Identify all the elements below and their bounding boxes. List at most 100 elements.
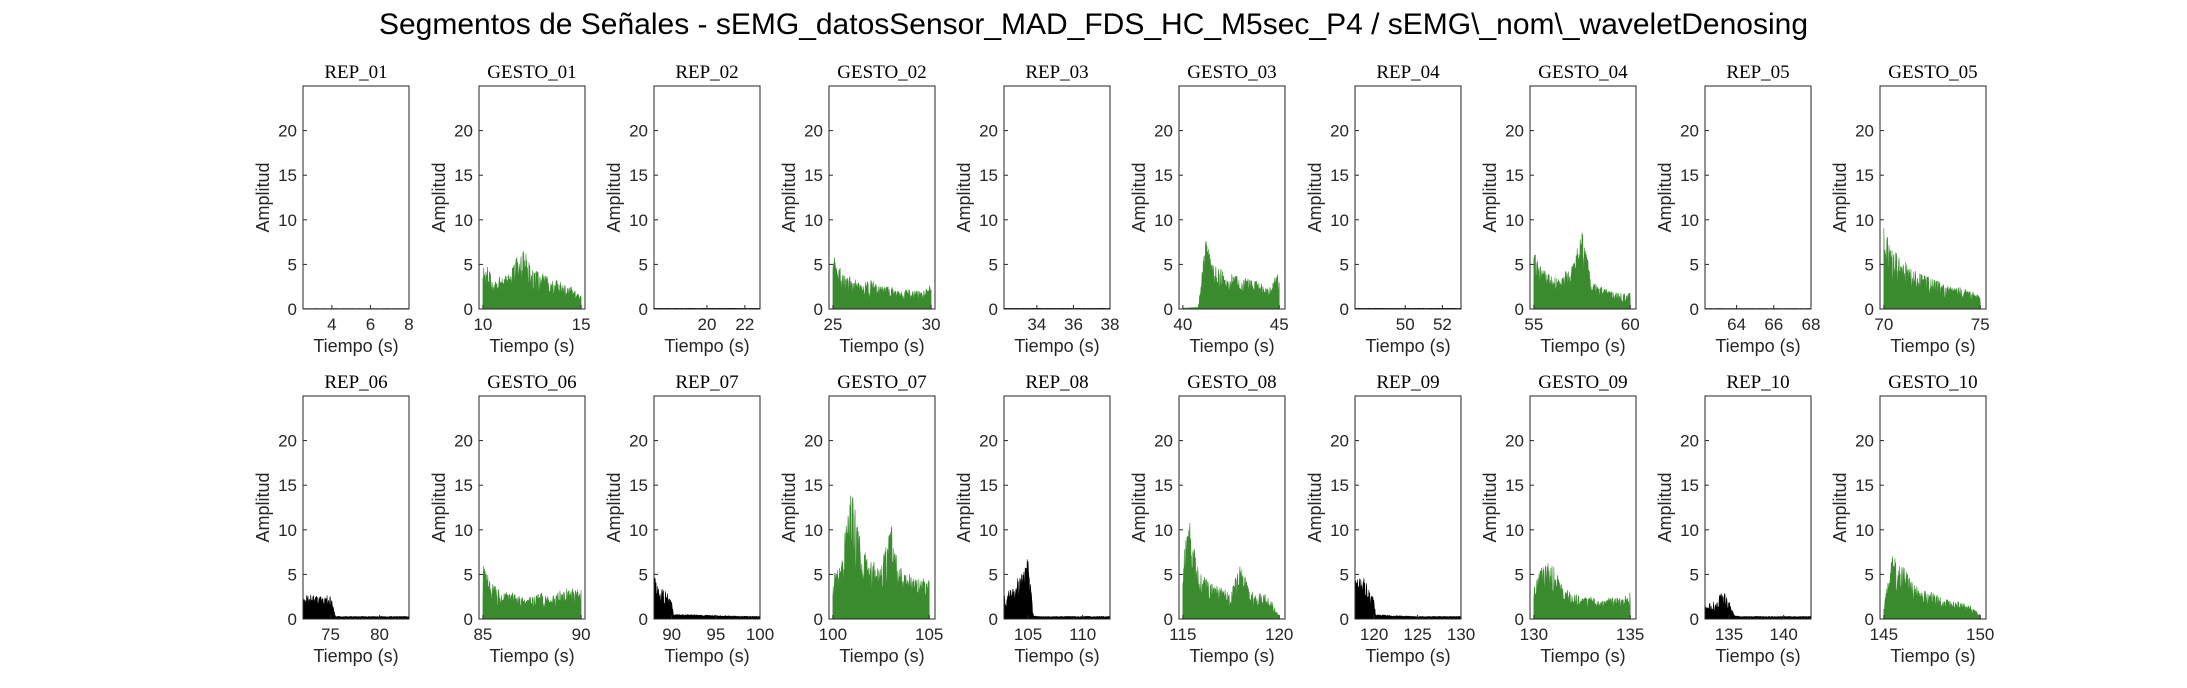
x-tick-label: 64	[1727, 315, 1746, 334]
y-tick-label: 0	[1340, 610, 1349, 629]
y-axis-label: Amplitud	[954, 472, 974, 542]
y-tick-label: 20	[629, 122, 648, 141]
x-tick-label: 36	[1064, 315, 1083, 334]
y-tick-label: 15	[804, 476, 823, 495]
y-axis-label: Amplitud	[429, 162, 449, 232]
x-axis-label: Tiempo (s)	[1890, 336, 1975, 356]
x-tick-label: 120	[1360, 625, 1388, 644]
subplot-title: GESTO_01	[487, 62, 576, 83]
signal-trace-rep-08	[1003, 559, 1111, 620]
y-axis-label: Amplitud	[1830, 162, 1850, 232]
y-tick-label: 10	[1505, 211, 1524, 230]
axes-box	[302, 395, 410, 620]
subplot-gesto-06: 0 5 10 15 20 85 90 GESTO_06 Tiempo (s) Amplitud	[429, 372, 591, 666]
y-tick-label: 20	[454, 432, 473, 451]
x-tick-label: 50	[1396, 315, 1415, 334]
x-axis-label: Tiempo (s)	[1540, 646, 1625, 666]
y-tick-label: 10	[1680, 211, 1699, 230]
x-tick-label: 34	[1027, 315, 1046, 334]
x-tick-label: 150	[1966, 625, 1994, 644]
y-tick-label: 10	[1855, 211, 1874, 230]
x-axis-label: Tiempo (s)	[839, 336, 924, 356]
subplot-title: GESTO_09	[1538, 372, 1627, 393]
subplot-gesto-09: 0 5 10 15 20 130 135 GESTO_09 Tiempo (s) Amplitud	[1480, 372, 1644, 666]
y-tick-label: 10	[454, 211, 473, 230]
y-tick-label: 10	[1680, 521, 1699, 540]
y-tick-label: 15	[1505, 476, 1524, 495]
subplot-gesto-05: 0 5 10 15 20 70 75 GESTO_05 Tiempo (s) Amplitud	[1830, 62, 1990, 356]
y-tick-label: 20	[1680, 432, 1699, 451]
x-tick-label: 145	[1870, 625, 1898, 644]
y-tick-label: 15	[454, 476, 473, 495]
y-tick-label: 20	[1855, 122, 1874, 141]
y-axis-label: Amplitud	[1830, 472, 1850, 542]
y-axis-label: Amplitud	[604, 162, 624, 232]
subplot-gesto-10: 0 5 10 15 20 145 150 GESTO_10 Tiempo (s) Amplitud	[1830, 372, 1994, 666]
axes-box	[1704, 85, 1812, 310]
subplot-rep-09: 0 5 10 15 20 120 125 130 REP_09 Tiempo (s) Amplitu…	[1305, 372, 1475, 666]
x-tick-label: 40	[1173, 315, 1192, 334]
y-axis-label: Amplitud	[1129, 472, 1149, 542]
x-tick-label: 75	[1971, 315, 1990, 334]
y-tick-label: 0	[1515, 610, 1524, 629]
y-tick-label: 5	[1515, 255, 1524, 274]
y-tick-label: 5	[288, 565, 297, 584]
subplot-rep-08: 0 5 10 15 20 105 110 REP_08 Tiempo (s) Amplitud	[954, 372, 1111, 666]
y-tick-label: 5	[1340, 565, 1349, 584]
x-tick-label: 22	[735, 315, 754, 334]
y-tick-label: 0	[1164, 610, 1173, 629]
x-tick-label: 130	[1520, 625, 1548, 644]
subplot-gesto-04: 0 5 10 15 20 55 60 GESTO_04 Tiempo (s) Amplitud	[1480, 62, 1640, 356]
subplot-title: REP_06	[324, 372, 387, 393]
x-tick-label: 135	[1616, 625, 1644, 644]
subplot-title: GESTO_04	[1538, 62, 1628, 83]
x-axis-label: Tiempo (s)	[1715, 336, 1800, 356]
subplot-rep-06: 0 5 10 15 20 75 80 REP_06 Tiempo (s) Amplitud	[253, 372, 410, 666]
y-tick-label: 20	[1330, 432, 1349, 451]
y-tick-label: 20	[278, 122, 297, 141]
subplot-gesto-03: 0 5 10 15 20 40 45 GESTO_03 Tiempo (s) Amplitud	[1129, 62, 1289, 356]
y-tick-label: 20	[629, 432, 648, 451]
subplot-title: GESTO_06	[487, 372, 576, 393]
y-tick-label: 15	[1855, 166, 1874, 185]
signal-trace-rep-10	[1704, 592, 1812, 620]
y-axis-label: Amplitud	[1655, 472, 1675, 542]
y-tick-label: 0	[288, 610, 297, 629]
x-tick-label: 55	[1524, 315, 1543, 334]
axes-box	[1354, 85, 1462, 310]
subplot-title: GESTO_07	[837, 372, 926, 393]
y-tick-label: 20	[454, 122, 473, 141]
y-tick-label: 20	[1680, 122, 1699, 141]
y-axis-label: Amplitud	[253, 162, 273, 232]
y-tick-label: 20	[1154, 122, 1173, 141]
y-axis-label: Amplitud	[954, 162, 974, 232]
x-tick-label: 60	[1621, 315, 1640, 334]
signal-trace-gesto-05	[1883, 227, 1981, 310]
x-axis-label: Tiempo (s)	[313, 646, 398, 666]
x-tick-label: 95	[706, 625, 725, 644]
x-tick-label: 140	[1769, 625, 1797, 644]
y-tick-label: 20	[1505, 122, 1524, 141]
signal-trace-gesto-07	[832, 495, 930, 620]
x-axis-label: Tiempo (s)	[1014, 336, 1099, 356]
y-tick-label: 5	[1690, 565, 1699, 584]
y-tick-label: 0	[639, 610, 648, 629]
subplot-title: REP_05	[1726, 62, 1789, 83]
y-tick-label: 15	[629, 166, 648, 185]
subplot-title: REP_01	[324, 62, 387, 83]
y-axis-label: Amplitud	[1305, 472, 1325, 542]
x-axis-label: Tiempo (s)	[1189, 646, 1274, 666]
x-tick-label: 115	[1169, 625, 1196, 644]
x-tick-label: 38	[1101, 315, 1120, 334]
axes-box	[478, 395, 586, 620]
subplot-title: REP_04	[1376, 62, 1440, 83]
signal-trace-gesto-09	[1533, 563, 1631, 620]
x-tick-label: 110	[1069, 625, 1096, 644]
y-tick-label: 5	[1690, 255, 1699, 274]
signal-trace-gesto-08	[1182, 522, 1280, 620]
figure-title: Segmentos de Señales - sEMG_datosSensor_…	[378, 8, 1808, 41]
y-tick-label: 5	[1865, 565, 1874, 584]
x-tick-label: 105	[915, 625, 943, 644]
x-axis-label: Tiempo (s)	[313, 336, 398, 356]
x-tick-label: 105	[1014, 625, 1042, 644]
